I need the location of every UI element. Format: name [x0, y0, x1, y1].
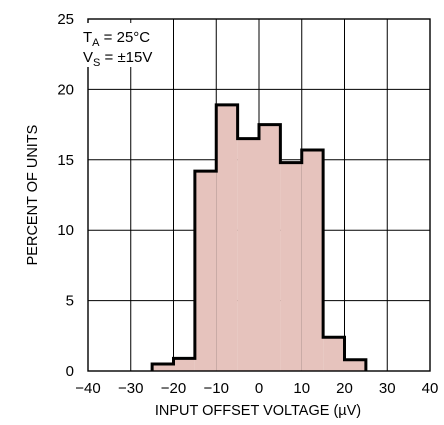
x-tick-label: 30: [379, 380, 396, 397]
histogram-bar: [152, 363, 174, 371]
annotation-temperature: TA = 25°C: [83, 29, 150, 49]
x-tick-label: 0: [255, 380, 263, 397]
x-tick-label: 20: [336, 380, 353, 397]
y-tick-label: 0: [66, 363, 74, 380]
x-tick-label: 40: [422, 380, 439, 397]
histogram-bar: [237, 138, 259, 371]
x-tick-labels: −40 −30 −20 −10 0 10 20 30 40: [75, 380, 438, 397]
y-tick-label: 10: [57, 222, 74, 239]
histogram-bar: [216, 104, 238, 371]
y-axis-title: PERCENT OF UNITS: [25, 125, 41, 266]
histogram-bar: [301, 149, 324, 371]
x-tick-label: −20: [161, 380, 186, 397]
x-axis-title: INPUT OFFSET VOLTAGE (µV): [155, 403, 361, 419]
annotation-supply-voltage: VS = ±15V: [83, 49, 152, 69]
x-tick-label: −40: [75, 380, 100, 397]
annotation-background: [80, 23, 172, 67]
y-tick-label: 15: [57, 152, 74, 169]
histogram-outline: [150, 103, 368, 371]
y-tick-label: 20: [57, 81, 74, 98]
histogram-bar: [194, 171, 217, 371]
histogram-bar: [173, 358, 195, 371]
x-tick-label: −10: [204, 380, 229, 397]
histogram-bar: [323, 337, 345, 371]
histogram-bar: [280, 162, 302, 371]
x-tick-label: −30: [118, 380, 143, 397]
x-tick-label: 10: [293, 380, 310, 397]
plot-frame: [87, 18, 431, 372]
y-tick-label: 5: [66, 293, 74, 310]
y-tick-labels: 0 5 10 15 20 25: [57, 11, 74, 380]
histogram-bar: [344, 359, 366, 371]
histogram-bars: [150, 103, 368, 371]
histogram-bar: [259, 124, 281, 371]
y-tick-label: 25: [57, 11, 74, 28]
